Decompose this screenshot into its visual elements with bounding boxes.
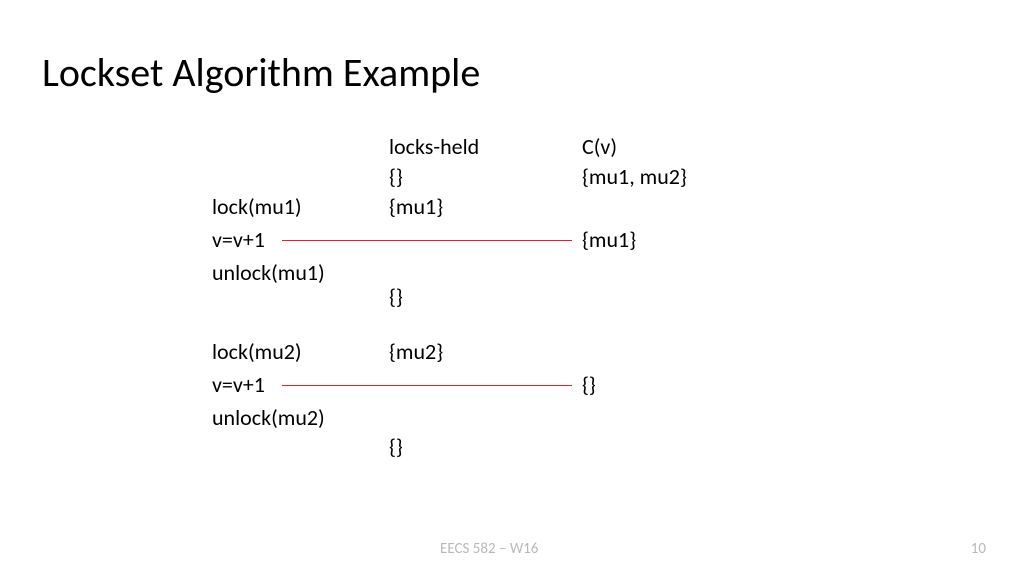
prog-v1: v=v+1 [212, 226, 265, 253]
cv-initial: {mu1, mu2} [582, 163, 687, 190]
prog-unlock2: unlock(mu2) [212, 404, 325, 431]
locks-after-unlock1: {} [389, 283, 403, 310]
locks-initial: {} [389, 163, 403, 190]
line-v1 [282, 240, 572, 241]
line-v2 [282, 385, 572, 386]
cv-after-v1: {mu1} [582, 226, 636, 253]
prog-lock1: lock(mu1) [212, 193, 302, 220]
locks-after-unlock2: {} [389, 433, 403, 460]
cv-after-v2: {} [582, 371, 596, 398]
footer-course: EECS 582 – W16 [440, 540, 538, 558]
prog-v2: v=v+1 [212, 371, 265, 398]
header-locks-held: locks-held [389, 133, 479, 160]
slide-title: Lockset Algorithm Example [42, 48, 480, 97]
locks-after-lock1: {mu1} [389, 193, 443, 220]
prog-unlock1: unlock(mu1) [212, 259, 325, 286]
locks-after-lock2: {mu2} [389, 338, 443, 365]
footer-page: 10 [971, 540, 986, 558]
header-cv: C(v) [582, 133, 617, 160]
prog-lock2: lock(mu2) [212, 338, 302, 365]
